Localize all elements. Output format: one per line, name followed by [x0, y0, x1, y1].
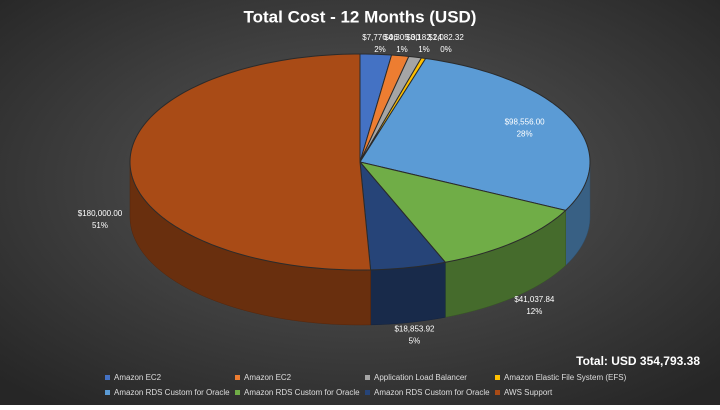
pie-sides — [129, 161, 591, 326]
legend-swatch — [495, 390, 500, 395]
percent-label: 28% — [517, 130, 533, 139]
slice-side — [370, 261, 446, 326]
labels: $7,776.06 2% $4,305.00 1% $3,182.24 1% $1,082.… — [78, 33, 555, 345]
value-label: $4,305.00 — [384, 33, 420, 42]
slice — [359, 160, 447, 271]
value-label: $18,853.92 — [394, 324, 435, 333]
percent-label: 1% — [396, 45, 408, 54]
legend-label: AWS Support — [504, 388, 553, 397]
percent-label: 0% — [440, 45, 452, 54]
legend-swatch — [235, 375, 240, 380]
value-label: $180,000.00 — [78, 209, 123, 218]
value-label: $7,776.06 — [362, 33, 398, 42]
legend-swatch — [105, 375, 110, 380]
legend-swatch — [235, 390, 240, 395]
total-label: Total: USD 354,793.38 — [576, 354, 700, 368]
percent-label: 51% — [92, 221, 108, 230]
legend: Amazon EC2 Amazon EC2 Application Load Bal… — [105, 373, 627, 397]
slice — [359, 57, 591, 211]
legend-label: Amazon RDS Custom for Oracle — [374, 388, 490, 397]
legend-label: Amazon RDS Custom for Oracle — [114, 388, 230, 397]
legend-label: Amazon Elastic File System (EFS) — [504, 373, 627, 382]
slice — [358, 161, 567, 263]
percent-label: 12% — [526, 307, 542, 316]
legend-swatch — [365, 390, 370, 395]
chart-title: Total Cost - 12 Months (USD) — [244, 7, 477, 26]
percent-label: 1% — [418, 45, 430, 54]
value-label: $3,182.24 — [406, 33, 442, 42]
legend-label: Amazon EC2 — [114, 373, 162, 382]
value-label: $98,556.00 — [505, 118, 546, 127]
legend-swatch — [105, 390, 110, 395]
legend-swatch — [365, 375, 370, 380]
percent-label: 5% — [409, 336, 421, 345]
value-label: $1,082.32 — [428, 33, 464, 42]
legend-label: Application Load Balancer — [374, 373, 467, 382]
legend-label: Amazon RDS Custom for Oracle — [244, 388, 360, 397]
percent-label: 2% — [374, 45, 386, 54]
legend-label: Amazon EC2 — [244, 373, 292, 382]
pie-tops — [129, 53, 591, 271]
legend-swatch — [495, 375, 500, 380]
slice — [129, 53, 372, 271]
value-label: $41,037.84 — [514, 295, 555, 304]
